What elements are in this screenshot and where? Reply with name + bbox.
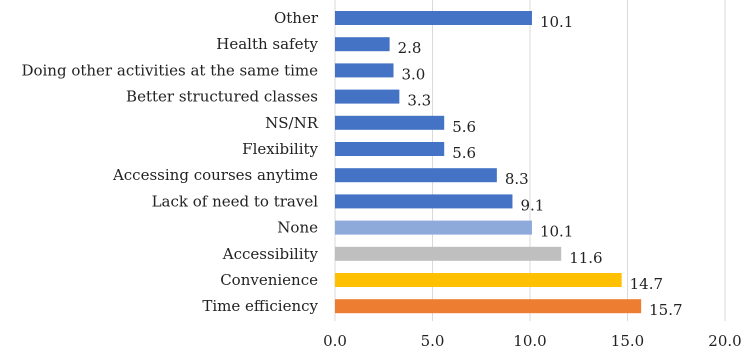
data-label: 8.3 — [505, 170, 529, 188]
x-tick-label: 5.0 — [421, 332, 445, 350]
bar — [335, 11, 532, 25]
category-label: Lack of need to travel — [152, 192, 319, 210]
data-label: 14.7 — [630, 275, 663, 293]
category-label: Time efficiency — [202, 297, 318, 315]
x-tick-label: 10.0 — [513, 332, 546, 350]
bar — [335, 37, 390, 52]
category-label: Health safety — [216, 35, 318, 53]
bar — [335, 168, 497, 183]
data-label: 5.6 — [452, 144, 476, 162]
gridlines — [334, 0, 726, 321]
category-label: Doing other activities at the same time — [21, 61, 318, 79]
data-label: 3.0 — [402, 65, 426, 83]
x-tick-label: 15.0 — [611, 332, 644, 350]
bar — [335, 194, 513, 209]
bar — [335, 115, 445, 130]
data-label: 11.6 — [569, 249, 602, 267]
value-labels: 10.1 2.8 3.0 3.3 5.6 5.6 8.3 9.1 10.1 11.6 14.7 15.… — [398, 13, 683, 319]
category-labels: Other Health safety Doing other activities… — [21, 9, 318, 315]
x-tick-label: 0.0 — [323, 332, 347, 350]
x-tick-label: 20.0 — [708, 332, 741, 350]
data-label: 15.7 — [649, 301, 682, 319]
category-label: Accessibility — [222, 245, 319, 263]
bar — [335, 299, 642, 314]
category-label: Other — [274, 9, 319, 27]
bar — [335, 63, 394, 78]
category-label: Flexibility — [242, 140, 318, 158]
bar — [335, 220, 532, 235]
category-label: None — [277, 219, 318, 237]
bar — [335, 246, 562, 261]
data-label: 10.1 — [540, 223, 573, 241]
category-label: Convenience — [220, 271, 318, 289]
category-label: Better structured classes — [126, 88, 318, 106]
data-label: 5.6 — [452, 118, 476, 136]
bar — [335, 89, 400, 104]
bar — [335, 273, 622, 287]
x-axis-tick-labels: 0.0 5.0 10.0 15.0 20.0 — [323, 332, 741, 350]
data-label: 3.3 — [407, 92, 431, 110]
bar — [335, 142, 445, 156]
data-label: 2.8 — [398, 39, 422, 57]
category-label: Accessing courses anytime — [112, 166, 318, 184]
data-label: 10.1 — [540, 13, 573, 31]
data-label: 9.1 — [520, 196, 544, 214]
bars — [335, 11, 642, 314]
category-label: NS/NR — [265, 114, 319, 132]
